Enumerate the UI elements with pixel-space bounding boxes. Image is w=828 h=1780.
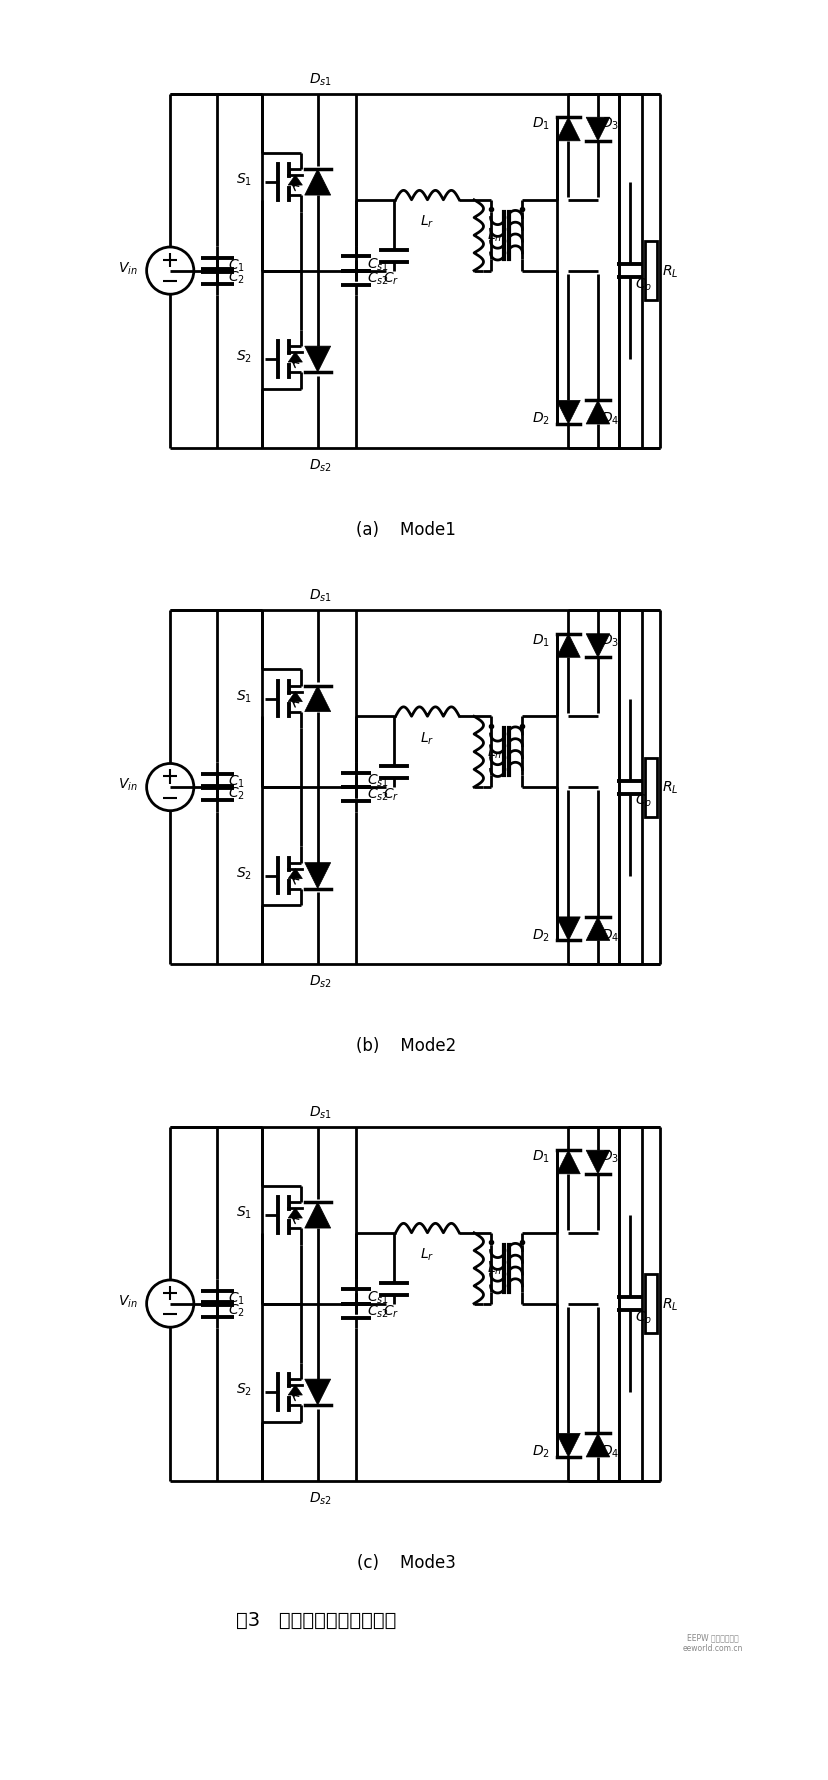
Polygon shape bbox=[585, 634, 609, 659]
Text: $C_1$: $C_1$ bbox=[228, 1290, 245, 1307]
Polygon shape bbox=[556, 1433, 580, 1458]
Text: (b)    Mode2: (b) Mode2 bbox=[356, 1036, 455, 1056]
Polygon shape bbox=[288, 352, 302, 363]
Polygon shape bbox=[288, 869, 302, 879]
Polygon shape bbox=[556, 1150, 580, 1175]
Polygon shape bbox=[556, 634, 580, 659]
Text: $L_m$: $L_m$ bbox=[486, 744, 505, 760]
Polygon shape bbox=[585, 1150, 609, 1175]
Text: $D_2$: $D_2$ bbox=[531, 411, 549, 427]
Text: $D_{s2}$: $D_{s2}$ bbox=[309, 974, 332, 990]
Text: $C_r$: $C_r$ bbox=[383, 1303, 399, 1319]
Text: $C_o$: $C_o$ bbox=[634, 1308, 652, 1324]
Text: $R_L$: $R_L$ bbox=[661, 1296, 677, 1312]
Polygon shape bbox=[288, 692, 302, 701]
Text: $C_{s1}$: $C_{s1}$ bbox=[366, 1289, 388, 1305]
Text: (c)    Mode3: (c) Mode3 bbox=[356, 1552, 455, 1572]
Text: $D_2$: $D_2$ bbox=[531, 1444, 549, 1460]
Text: $C_o$: $C_o$ bbox=[634, 792, 652, 808]
Text: 图3   满载情况下的模态分析: 图3 满载情况下的模态分析 bbox=[236, 1611, 397, 1629]
Bar bbox=[644, 758, 656, 817]
Text: $S_1$: $S_1$ bbox=[235, 689, 252, 705]
Text: $D_2$: $D_2$ bbox=[531, 927, 549, 943]
Text: $S_1$: $S_1$ bbox=[235, 1205, 252, 1221]
Text: $D_{s2}$: $D_{s2}$ bbox=[309, 457, 332, 473]
Text: $C_1$: $C_1$ bbox=[228, 774, 245, 790]
Text: $C_{s2}$: $C_{s2}$ bbox=[366, 787, 388, 803]
Text: $D_4$: $D_4$ bbox=[600, 927, 619, 943]
Text: $C_{s2}$: $C_{s2}$ bbox=[366, 1303, 388, 1319]
Text: $C_r$: $C_r$ bbox=[383, 787, 399, 803]
Text: $L_r$: $L_r$ bbox=[420, 1246, 434, 1262]
Text: EEPW 电子产品世界
eeworld.com.cn: EEPW 电子产品世界 eeworld.com.cn bbox=[682, 1632, 742, 1652]
Text: $C_{s1}$: $C_{s1}$ bbox=[366, 256, 388, 272]
Text: $V_{in}$: $V_{in}$ bbox=[118, 1292, 137, 1308]
Polygon shape bbox=[288, 1209, 302, 1218]
Polygon shape bbox=[585, 117, 609, 142]
Polygon shape bbox=[585, 400, 609, 425]
Polygon shape bbox=[585, 1433, 609, 1458]
Text: $D_4$: $D_4$ bbox=[600, 411, 619, 427]
Text: $R_L$: $R_L$ bbox=[661, 780, 677, 796]
Polygon shape bbox=[305, 347, 330, 372]
Polygon shape bbox=[305, 1380, 330, 1404]
Text: $D_{s1}$: $D_{s1}$ bbox=[309, 71, 332, 87]
Polygon shape bbox=[556, 117, 580, 142]
Text: $R_L$: $R_L$ bbox=[661, 263, 677, 279]
Text: $C_2$: $C_2$ bbox=[228, 269, 244, 285]
Text: $C_{s1}$: $C_{s1}$ bbox=[366, 773, 388, 789]
Polygon shape bbox=[305, 863, 330, 888]
Polygon shape bbox=[288, 176, 302, 185]
Text: $C_1$: $C_1$ bbox=[228, 258, 245, 274]
Text: $L_m$: $L_m$ bbox=[486, 1260, 505, 1276]
Polygon shape bbox=[305, 171, 330, 196]
Polygon shape bbox=[556, 917, 580, 942]
Text: (a)    Mode1: (a) Mode1 bbox=[356, 520, 455, 539]
Polygon shape bbox=[288, 1385, 302, 1396]
Polygon shape bbox=[585, 917, 609, 942]
Text: $S_2$: $S_2$ bbox=[235, 349, 252, 365]
Text: $C_2$: $C_2$ bbox=[228, 1301, 244, 1317]
Polygon shape bbox=[305, 687, 330, 712]
Text: $S_2$: $S_2$ bbox=[235, 865, 252, 881]
Polygon shape bbox=[556, 400, 580, 425]
Text: $V_{in}$: $V_{in}$ bbox=[118, 260, 137, 276]
Text: $S_2$: $S_2$ bbox=[235, 1381, 252, 1397]
Bar bbox=[644, 242, 656, 301]
Text: $V_{in}$: $V_{in}$ bbox=[118, 776, 137, 792]
Text: $D_4$: $D_4$ bbox=[600, 1444, 619, 1460]
Bar bbox=[644, 1274, 656, 1333]
Text: $L_m$: $L_m$ bbox=[486, 228, 505, 244]
Text: $L_r$: $L_r$ bbox=[420, 730, 434, 746]
Text: $D_3$: $D_3$ bbox=[600, 116, 619, 132]
Text: $C_o$: $C_o$ bbox=[634, 276, 652, 292]
Text: $C_{s2}$: $C_{s2}$ bbox=[366, 271, 388, 287]
Text: $S_1$: $S_1$ bbox=[235, 173, 252, 189]
Text: $D_1$: $D_1$ bbox=[531, 632, 549, 648]
Text: $L_r$: $L_r$ bbox=[420, 214, 434, 230]
Text: $C_2$: $C_2$ bbox=[228, 785, 244, 801]
Text: $C_r$: $C_r$ bbox=[383, 271, 399, 287]
Text: $D_1$: $D_1$ bbox=[531, 116, 549, 132]
Text: $D_{s2}$: $D_{s2}$ bbox=[309, 1490, 332, 1506]
Text: $D_3$: $D_3$ bbox=[600, 632, 619, 648]
Text: $D_1$: $D_1$ bbox=[531, 1148, 549, 1164]
Text: $D_{s1}$: $D_{s1}$ bbox=[309, 587, 332, 603]
Text: $D_3$: $D_3$ bbox=[600, 1148, 619, 1164]
Text: $D_{s1}$: $D_{s1}$ bbox=[309, 1104, 332, 1120]
Polygon shape bbox=[305, 1203, 330, 1228]
